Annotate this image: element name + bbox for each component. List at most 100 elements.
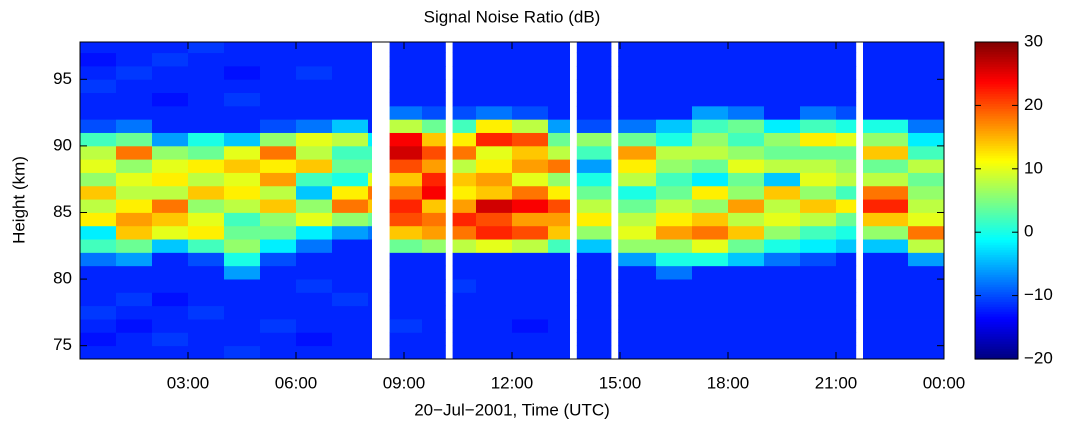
- heat-cell: [656, 145, 693, 160]
- heat-cell: [476, 105, 513, 120]
- heat-cell: [296, 159, 333, 173]
- heat-cell: [152, 65, 189, 80]
- heat-cell: [422, 225, 446, 240]
- colorbar-swatch: [975, 235, 1018, 239]
- heat-cell: [836, 225, 857, 240]
- heat-cell: [80, 239, 117, 253]
- heat-cell: [422, 199, 446, 213]
- heat-cell: [452, 239, 477, 253]
- colorbar-swatch: [975, 259, 1018, 264]
- colorbar-swatch: [975, 287, 1018, 291]
- heat-cell: [260, 185, 297, 200]
- heat-cell: [836, 279, 857, 293]
- colorbar-swatch: [975, 225, 1018, 229]
- heat-cell: [260, 305, 297, 320]
- heat-cell: [389, 225, 423, 240]
- heat-cell: [152, 92, 189, 107]
- heat-cell: [296, 332, 333, 347]
- colorbar-swatch: [975, 212, 1018, 216]
- heat-cell: [116, 279, 153, 293]
- heat-cell: [452, 92, 477, 107]
- heat-cell: [908, 42, 944, 54]
- heat-cell: [152, 79, 189, 94]
- heat-cell: [548, 172, 570, 187]
- heat-cell: [656, 79, 693, 94]
- heat-cell: [422, 105, 446, 120]
- heat-cell: [116, 172, 153, 187]
- heat-cell: [116, 145, 153, 160]
- heat-cell: [452, 132, 477, 147]
- colorbar-swatch: [975, 341, 1018, 345]
- heat-cell: [260, 239, 297, 253]
- heat-cell: [80, 79, 117, 94]
- heat-cell: [656, 239, 693, 253]
- heat-cell: [800, 145, 837, 160]
- heat-cell: [548, 332, 570, 347]
- heat-cell: [764, 42, 801, 54]
- heat-cell: [152, 239, 189, 253]
- heat-cell: [476, 319, 513, 333]
- heat-cell: [260, 199, 297, 213]
- heat-cell: [764, 332, 801, 347]
- heat-cell: [452, 42, 477, 54]
- colorbar-swatch: [975, 42, 1018, 46]
- colorbar-swatch: [975, 344, 1018, 348]
- heat-cell: [764, 319, 801, 333]
- heat-cell: [332, 252, 369, 267]
- heat-cell: [800, 42, 837, 54]
- heat-cell: [152, 332, 189, 347]
- colorbar-swatch: [975, 74, 1018, 78]
- heat-cell: [188, 132, 225, 147]
- colorbar-swatch: [975, 314, 1018, 318]
- heat-cell: [260, 212, 297, 227]
- colorbar-swatch: [975, 279, 1018, 283]
- heat-cell: [80, 145, 117, 160]
- x-tick-label: 21:00: [815, 373, 858, 392]
- heat-cell: [764, 279, 801, 293]
- heat-cell: [836, 105, 857, 120]
- heat-cell: [512, 345, 549, 359]
- heat-cell: [576, 345, 612, 359]
- colorbar-swatch: [975, 336, 1018, 340]
- heat-cell: [389, 145, 423, 160]
- heat-cell: [224, 119, 261, 133]
- colorbar-swatch: [975, 103, 1018, 107]
- heat-cell: [224, 319, 261, 333]
- heat-cell: [452, 145, 477, 160]
- heat-cell: [80, 42, 117, 54]
- colorbar-swatch: [975, 121, 1018, 125]
- heat-cell: [863, 239, 909, 253]
- heat-cell: [332, 42, 369, 54]
- heat-cell: [80, 225, 117, 240]
- heat-cell: [80, 65, 117, 80]
- heat-cell: [656, 42, 693, 54]
- heat-cell: [476, 79, 513, 94]
- heat-cell: [656, 265, 693, 280]
- colorbar-swatch: [975, 128, 1018, 132]
- colorbar-swatch: [975, 153, 1018, 157]
- heat-cell: [368, 52, 372, 67]
- heat-cell: [836, 132, 857, 147]
- heat-cell: [260, 65, 297, 80]
- heat-cell: [908, 92, 944, 107]
- heat-cell: [908, 105, 944, 120]
- colorbar-swatch: [975, 69, 1018, 73]
- heat-cell: [548, 119, 570, 133]
- heat-cell: [800, 199, 837, 213]
- heat-cell: [863, 92, 909, 107]
- heat-cell: [452, 199, 477, 213]
- colorbar-swatch: [975, 304, 1018, 308]
- colorbar-swatch: [975, 178, 1018, 182]
- heat-cell: [80, 265, 117, 280]
- heat-cell: [618, 305, 657, 320]
- heat-cell: [80, 212, 117, 227]
- heat-cell: [836, 145, 857, 160]
- heat-cell: [512, 52, 549, 67]
- heat-cell: [908, 265, 944, 280]
- heat-cell: [908, 225, 944, 240]
- heat-cell: [512, 132, 549, 147]
- heat-cell: [728, 42, 765, 54]
- heat-cell: [576, 52, 612, 67]
- heat-cell: [618, 159, 657, 173]
- heat-cell: [116, 159, 153, 173]
